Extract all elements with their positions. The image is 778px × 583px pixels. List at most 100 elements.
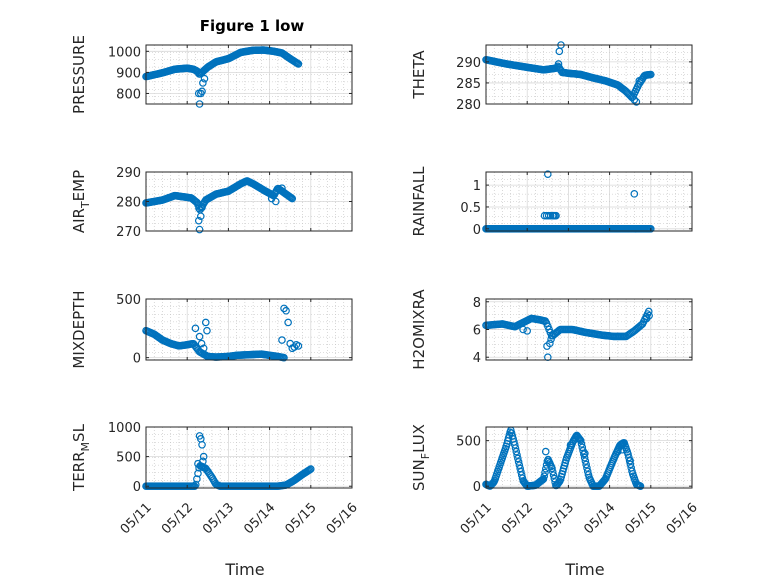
data-point <box>630 190 639 198</box>
data-point <box>618 445 626 454</box>
data-point <box>644 307 653 316</box>
y-axis-label-airtemp: AIRTEMP <box>70 170 92 233</box>
data-point <box>198 440 206 449</box>
data-point <box>280 304 288 313</box>
data-point <box>200 74 209 83</box>
data-point <box>546 211 555 220</box>
y-tick-label: 6 <box>473 324 481 339</box>
data-point <box>566 441 575 450</box>
data-point <box>549 471 558 479</box>
data-point <box>580 450 588 458</box>
y-tick-label: 0 <box>133 352 141 367</box>
data-point <box>195 225 204 234</box>
y-tick-label: 285 <box>456 77 481 92</box>
y-tick-label: 290 <box>456 56 481 71</box>
data-point <box>580 453 589 462</box>
y-axis-label-sunflux: SUNFLUX <box>410 424 432 491</box>
markers-rainfall <box>482 170 655 233</box>
markers-sunflux <box>482 426 645 490</box>
data-point <box>513 451 521 459</box>
data-point <box>278 184 286 193</box>
data-point <box>510 440 519 449</box>
data-point <box>194 216 203 225</box>
axes-box-sunflux <box>485 426 693 489</box>
data-point <box>554 60 563 68</box>
data-point <box>626 460 635 469</box>
ylabel-part: SL <box>70 423 88 442</box>
data-point <box>198 203 206 212</box>
data-point <box>194 459 202 468</box>
y-tick-label: 900 <box>116 66 141 81</box>
y-tick-label: 8 <box>473 296 481 311</box>
markers-theta <box>482 41 655 106</box>
data-point <box>196 212 205 221</box>
data-point <box>199 344 208 353</box>
data-point <box>197 339 206 348</box>
data-point <box>306 465 315 473</box>
y-tick-label: 800 <box>116 87 141 102</box>
data-point <box>280 353 288 362</box>
data-point <box>294 60 303 68</box>
data-point <box>577 440 586 448</box>
data-point <box>203 326 211 335</box>
ylabel-subscript: M <box>79 442 92 452</box>
data-point <box>514 454 522 463</box>
data-point <box>271 197 280 206</box>
data-point <box>624 450 632 458</box>
ylabel-part: TERR <box>70 451 88 492</box>
y-axis-label-rainfall: RAINFALL <box>410 166 428 237</box>
axes-h2omixra: 4 6 8 H2OMIXRA <box>410 289 693 370</box>
data-point <box>625 91 634 99</box>
y-tick-label: 0 <box>133 480 141 495</box>
y-tick-label: 0.5 <box>460 201 481 216</box>
y-axis-label-h2omixra: H2OMIXRA <box>410 289 428 370</box>
ylabel-part: AIR <box>70 208 88 233</box>
data-point <box>552 211 560 220</box>
data-point <box>541 468 549 477</box>
data-point <box>278 336 286 344</box>
y-tick-label: 500 <box>116 451 141 466</box>
data-point <box>290 343 299 351</box>
y-tick-label: 1000 <box>108 421 141 436</box>
y-axis-label-terrmsl: TERRMSL <box>70 423 92 492</box>
data-point <box>548 467 557 476</box>
y-tick-label: 0 <box>473 223 481 238</box>
y-tick-label: 280 <box>116 196 141 211</box>
axes-theta: 280 285 290 THETA <box>410 41 693 113</box>
ylabel-subscript: F <box>419 453 432 459</box>
ylabel-part: SUN <box>410 459 428 491</box>
data-point <box>646 70 655 79</box>
y-tick-label: 500 <box>116 293 141 308</box>
markers-pressure <box>142 46 303 108</box>
ylabel-part: LUX <box>410 424 428 453</box>
y-tick-label: 4 <box>473 351 481 366</box>
axes-airtemp: 270 280 290 AIRTEMP <box>70 166 353 240</box>
data-point <box>195 332 204 341</box>
data-point <box>581 457 590 465</box>
data-point <box>630 95 639 104</box>
data-point <box>190 482 199 491</box>
y-tick-label: 1 <box>473 179 481 194</box>
axes-box-terrmsl <box>145 426 353 489</box>
data-point <box>576 435 584 444</box>
y-tick-label: 280 <box>456 98 481 113</box>
y-tick-label: 1000 <box>108 45 141 60</box>
y-axis-label-mixdepth: MIXDEPTH <box>70 290 88 368</box>
data-point <box>541 447 550 456</box>
data-point <box>512 447 521 456</box>
data-point <box>288 194 297 203</box>
data-point <box>646 225 655 233</box>
data-point <box>191 324 200 333</box>
y-tick-label: 290 <box>116 166 141 181</box>
data-point <box>294 342 303 350</box>
markers-h2omixra <box>482 307 653 362</box>
figure-title: Figure 1 low <box>200 17 305 35</box>
data-point <box>582 460 590 469</box>
data-point <box>194 469 202 478</box>
data-point <box>600 476 608 485</box>
x-axis-label-sunflux: Time <box>564 560 604 579</box>
data-point <box>282 306 290 315</box>
data-point <box>199 452 208 461</box>
data-point <box>583 464 591 472</box>
